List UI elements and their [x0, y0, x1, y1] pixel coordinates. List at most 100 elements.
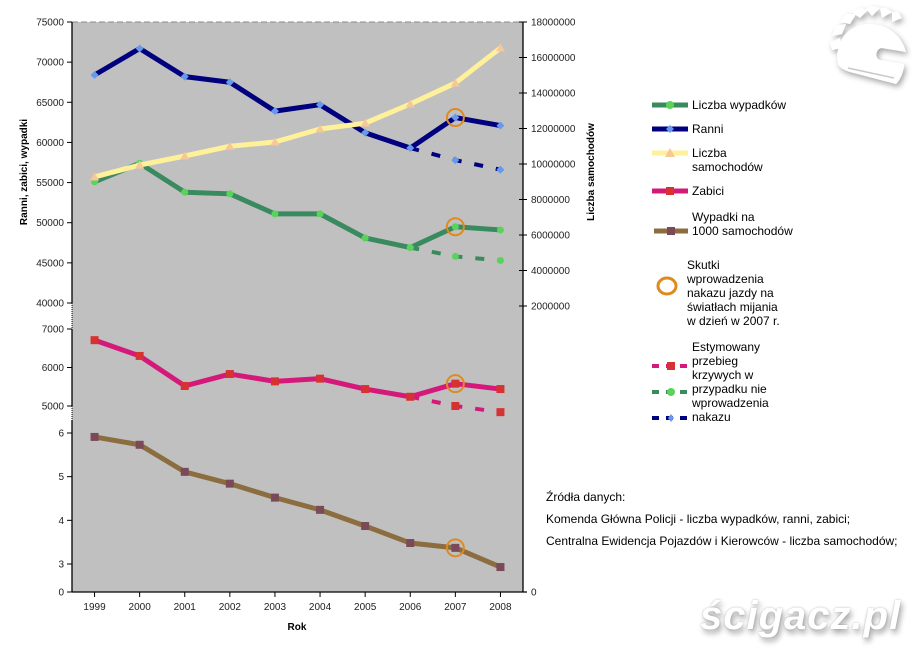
data-point: [360, 118, 370, 127]
highlight-layer: [445, 108, 465, 558]
data-sources: Źródła danych: Komenda Główna Policji - …: [546, 486, 898, 552]
y-axis-right-title: Liczba samochodów: [586, 123, 597, 221]
y-tick-label-left: 60000: [36, 138, 64, 149]
data-point: [90, 70, 99, 79]
y-tick-label-right: 12000000: [531, 124, 576, 135]
series-line: [93, 160, 501, 251]
data-point: [181, 188, 189, 196]
tick-labels: 7500070000650006000055000500004500040000…: [36, 18, 576, 614]
x-tick-label: 2000: [129, 602, 152, 613]
legend-label: Skutki wprowadzenia nakazu jazdy na świa…: [687, 258, 780, 328]
y-tick-label-right: 14000000: [531, 89, 576, 100]
estimated-series: [409, 394, 505, 417]
series-line: [93, 45, 502, 180]
data-point: [316, 100, 325, 109]
data-point: [316, 210, 324, 218]
y-tick-label-left: 3: [58, 560, 64, 571]
legend-line-magenta-square-icon: [652, 187, 688, 195]
data-point: [451, 223, 459, 231]
data-point: [361, 128, 370, 137]
data-point: [451, 252, 459, 260]
sources-line-2: Centralna Ewidencja Pojazdów i Kierowców…: [546, 534, 898, 548]
data-point: [270, 493, 279, 502]
x-tick-label: 2002: [219, 602, 242, 613]
series-line: [94, 434, 502, 570]
y-tick-label-left: 0: [58, 588, 64, 599]
data-point: [405, 99, 415, 108]
y-tick-label-left: 50000: [36, 218, 64, 229]
data-point: [90, 336, 99, 345]
y-tick-label-left: 6000: [42, 363, 65, 374]
legend-label: Ranni: [692, 122, 724, 136]
legend-label: Liczba wypadków: [692, 98, 787, 112]
legend-label: Zabici: [692, 184, 725, 198]
data-point: [315, 124, 325, 133]
legend-dashed-lines-icon: [652, 362, 688, 422]
y-tick-label-right: 10000000: [531, 160, 576, 171]
axes: [67, 21, 527, 597]
y-tick-label-left: 55000: [36, 178, 64, 189]
y-tick-label-left: 5: [58, 472, 64, 483]
y-tick-label-right: 4000000: [531, 266, 570, 277]
data-point: [450, 78, 460, 87]
data-point: [271, 210, 279, 218]
y-tick-label-right: 18000000: [531, 18, 576, 29]
data-point: [496, 121, 505, 130]
y-tick-label-right: 0: [531, 588, 537, 599]
x-tick-label: 2007: [444, 602, 467, 613]
legend-label: Wypadki na 1000 samochodów: [692, 210, 793, 238]
series-layer: [90, 43, 505, 572]
highlight-circle: [445, 108, 465, 128]
series-line: [93, 45, 501, 151]
x-tick-label: 2001: [174, 602, 197, 613]
y-tick-label-left: 45000: [36, 258, 64, 269]
x-tick-label: 2008: [489, 602, 512, 613]
chart: 7500070000650006000055000500004500040000…: [19, 18, 597, 634]
y-tick-label-right: 16000000: [531, 53, 576, 64]
data-point: [451, 156, 460, 165]
data-point: [496, 563, 505, 572]
series-wypadki-na-1000-samochod-w: [90, 432, 505, 572]
legend-label: Liczba samochodów: [692, 146, 763, 174]
legend-line-navy-diamond-icon: [652, 125, 688, 133]
data-point: [270, 107, 279, 116]
data-point: [180, 72, 189, 81]
x-tick-label: 2004: [309, 602, 332, 613]
y-tick-label-left: 70000: [36, 58, 64, 69]
y-tick-label-left: 75000: [36, 18, 64, 29]
data-point: [496, 408, 505, 417]
data-point: [496, 165, 505, 174]
x-tick-label: 2005: [354, 602, 377, 613]
data-point: [361, 385, 370, 394]
estimated-series: [409, 146, 505, 174]
data-point: [361, 234, 369, 242]
x-tick-label: 2006: [399, 602, 422, 613]
highlight-circle: [445, 217, 465, 237]
data-point: [316, 374, 325, 383]
data-point: [270, 377, 279, 386]
data-point: [135, 351, 144, 360]
data-point: [225, 141, 235, 150]
data-point: [225, 370, 234, 379]
helmet-logo-icon: [830, 6, 906, 84]
data-point: [496, 385, 505, 394]
estimated-series: [409, 245, 504, 264]
data-point: [135, 44, 144, 53]
y-tick-label-left: 40000: [36, 299, 64, 310]
legend-label: Estymowany przebieg krzywych w przypadku…: [692, 340, 769, 424]
scigacz-logo-text: ścigacz.pl: [700, 594, 902, 638]
data-point: [180, 151, 190, 160]
data-point: [451, 113, 460, 122]
sources-title: Źródła danych:: [546, 490, 626, 504]
y-tick-label-left: 7000: [42, 325, 65, 336]
y-axis-left-title: Ranni, zabici, wypadki: [19, 119, 30, 225]
x-axis-title: Rok: [288, 622, 307, 633]
legend-line-yellow-triangle-icon: [652, 148, 688, 157]
data-point: [361, 522, 370, 531]
series-line: [93, 337, 501, 400]
data-point: [451, 402, 460, 410]
data-point: [451, 543, 460, 552]
data-point: [495, 43, 505, 52]
data-point: [180, 467, 189, 476]
data-point: [90, 432, 99, 441]
